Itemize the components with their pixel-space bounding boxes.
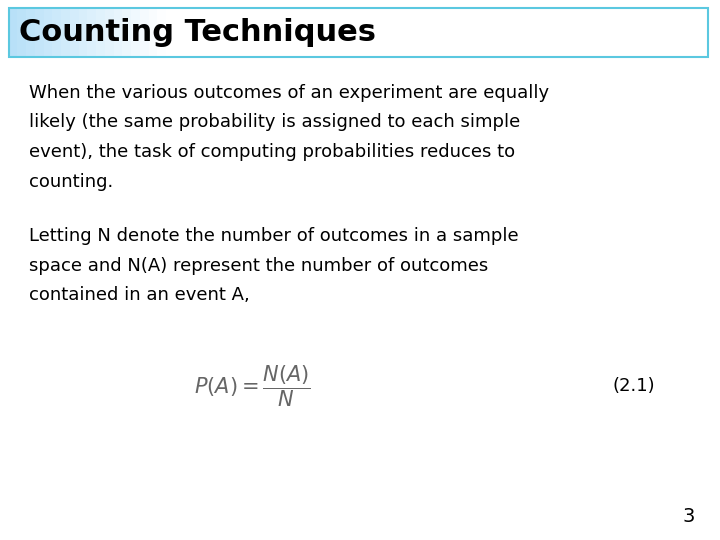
Bar xyxy=(420,8,428,57)
Bar xyxy=(341,8,350,57)
Bar xyxy=(630,8,639,57)
Bar xyxy=(490,8,498,57)
Bar xyxy=(455,8,464,57)
Text: Counting Techniques: Counting Techniques xyxy=(19,18,377,47)
Bar xyxy=(464,8,472,57)
Bar xyxy=(639,8,647,57)
Bar xyxy=(437,8,446,57)
Bar xyxy=(612,8,621,57)
Bar xyxy=(350,8,359,57)
Bar xyxy=(367,8,376,57)
Text: $P(A) = \dfrac{N(A)}{N}$: $P(A) = \dfrac{N(A)}{N}$ xyxy=(194,363,310,409)
Bar xyxy=(394,8,402,57)
Bar xyxy=(481,8,490,57)
Bar xyxy=(236,8,245,57)
Bar xyxy=(359,8,367,57)
Bar xyxy=(673,8,683,57)
Text: space and N(A) represent the number of outcomes: space and N(A) represent the number of o… xyxy=(29,256,488,274)
Text: 3: 3 xyxy=(683,508,695,526)
Bar xyxy=(26,8,35,57)
Bar xyxy=(289,8,297,57)
Bar xyxy=(61,8,70,57)
Text: counting.: counting. xyxy=(29,173,113,191)
Bar xyxy=(140,8,148,57)
Bar xyxy=(376,8,384,57)
Bar xyxy=(534,8,542,57)
Bar xyxy=(210,8,219,57)
Bar xyxy=(656,8,665,57)
Bar xyxy=(508,8,516,57)
Bar xyxy=(603,8,612,57)
Bar xyxy=(700,8,708,57)
Bar xyxy=(253,8,262,57)
Bar xyxy=(595,8,603,57)
Bar xyxy=(559,8,569,57)
Bar xyxy=(9,8,708,57)
Bar xyxy=(315,8,323,57)
Bar xyxy=(53,8,61,57)
Bar xyxy=(166,8,175,57)
Bar xyxy=(17,8,26,57)
Bar xyxy=(333,8,341,57)
Bar xyxy=(70,8,78,57)
Bar xyxy=(78,8,87,57)
Bar xyxy=(402,8,411,57)
Text: When the various outcomes of an experiment are equally: When the various outcomes of an experime… xyxy=(29,84,549,102)
Text: event), the task of computing probabilities reduces to: event), the task of computing probabilit… xyxy=(29,143,515,161)
Bar xyxy=(621,8,630,57)
Bar xyxy=(306,8,315,57)
Bar xyxy=(105,8,114,57)
Bar xyxy=(184,8,192,57)
Bar xyxy=(280,8,289,57)
Bar xyxy=(87,8,96,57)
Bar xyxy=(262,8,271,57)
Bar xyxy=(551,8,559,57)
Bar xyxy=(516,8,525,57)
Bar xyxy=(175,8,184,57)
Bar xyxy=(542,8,551,57)
Bar xyxy=(683,8,691,57)
Bar xyxy=(35,8,44,57)
Bar xyxy=(446,8,455,57)
Bar xyxy=(44,8,53,57)
Bar xyxy=(411,8,420,57)
Bar xyxy=(498,8,508,57)
Text: Letting N denote the number of outcomes in a sample: Letting N denote the number of outcomes … xyxy=(29,227,518,245)
Bar xyxy=(131,8,140,57)
Bar xyxy=(665,8,673,57)
Bar xyxy=(228,8,236,57)
Text: contained in an event A,: contained in an event A, xyxy=(29,286,250,304)
Bar xyxy=(201,8,210,57)
Bar xyxy=(192,8,201,57)
Bar xyxy=(647,8,656,57)
Bar xyxy=(114,8,122,57)
Bar xyxy=(158,8,166,57)
Bar xyxy=(577,8,586,57)
Bar xyxy=(297,8,306,57)
Bar xyxy=(586,8,595,57)
Text: (2.1): (2.1) xyxy=(613,377,655,395)
Bar xyxy=(569,8,577,57)
Bar xyxy=(525,8,534,57)
Bar xyxy=(691,8,700,57)
Bar xyxy=(384,8,394,57)
Bar xyxy=(245,8,253,57)
Bar xyxy=(271,8,280,57)
Bar xyxy=(148,8,158,57)
Bar xyxy=(219,8,228,57)
Bar xyxy=(472,8,481,57)
Bar xyxy=(323,8,333,57)
Bar xyxy=(428,8,437,57)
Bar xyxy=(9,8,17,57)
Bar xyxy=(122,8,131,57)
Text: likely (the same probability is assigned to each simple: likely (the same probability is assigned… xyxy=(29,113,520,131)
Bar xyxy=(96,8,105,57)
